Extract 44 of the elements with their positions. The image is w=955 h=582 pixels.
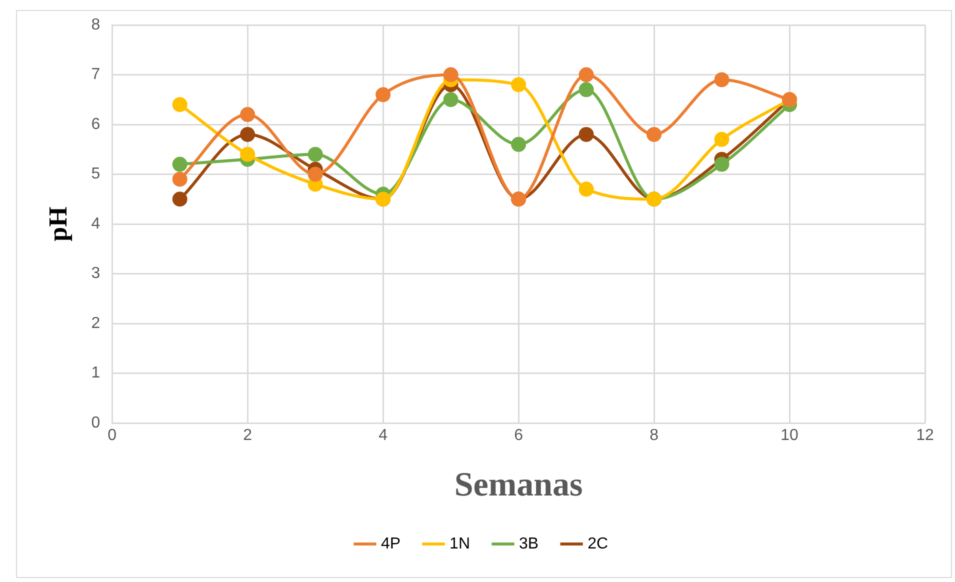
point (646, 126, 662, 142)
x-axis-title: Semanas (454, 466, 583, 504)
x-tick-label: 2 (243, 427, 252, 444)
y-tick-label: 0 (91, 414, 100, 432)
y-tick-label: 4 (91, 215, 100, 232)
point (443, 67, 458, 82)
y-tick-label: 8 (91, 16, 100, 34)
legend-label: 1N (450, 535, 470, 552)
legend-label: 3B (519, 535, 539, 552)
x-tick-label: 12 (916, 427, 934, 444)
x-tick-label: 8 (650, 427, 659, 444)
y-tick-label: 7 (91, 66, 100, 84)
point (308, 166, 323, 182)
y-axis-title: pH (43, 206, 72, 242)
point (714, 132, 730, 147)
point (376, 87, 391, 102)
point (714, 156, 730, 172)
y-tick-label: 2 (91, 314, 100, 332)
x-tick-label: 6 (514, 427, 524, 444)
x-tick-label: 10 (780, 427, 799, 444)
y-tick-label: 1 (91, 364, 100, 382)
point (578, 126, 594, 142)
point (714, 72, 730, 88)
point (511, 77, 526, 92)
point (578, 67, 594, 82)
y-tick-label: 6 (91, 116, 100, 133)
y-tick-label: 3 (91, 265, 100, 282)
point (240, 107, 256, 122)
point (172, 97, 188, 112)
legend-label: 2C (588, 535, 608, 552)
x-tick-label: 0 (108, 427, 117, 444)
y-tick-label: 5 (91, 166, 100, 183)
point (240, 126, 256, 142)
point (240, 146, 256, 162)
point (443, 92, 458, 108)
legend-label: 4P (380, 535, 401, 552)
point (172, 192, 188, 207)
point (511, 136, 526, 152)
point (172, 156, 188, 172)
point (308, 146, 323, 162)
point (578, 82, 594, 98)
point (578, 182, 594, 197)
x-tick-label: 4 (378, 427, 388, 444)
point (172, 172, 188, 187)
